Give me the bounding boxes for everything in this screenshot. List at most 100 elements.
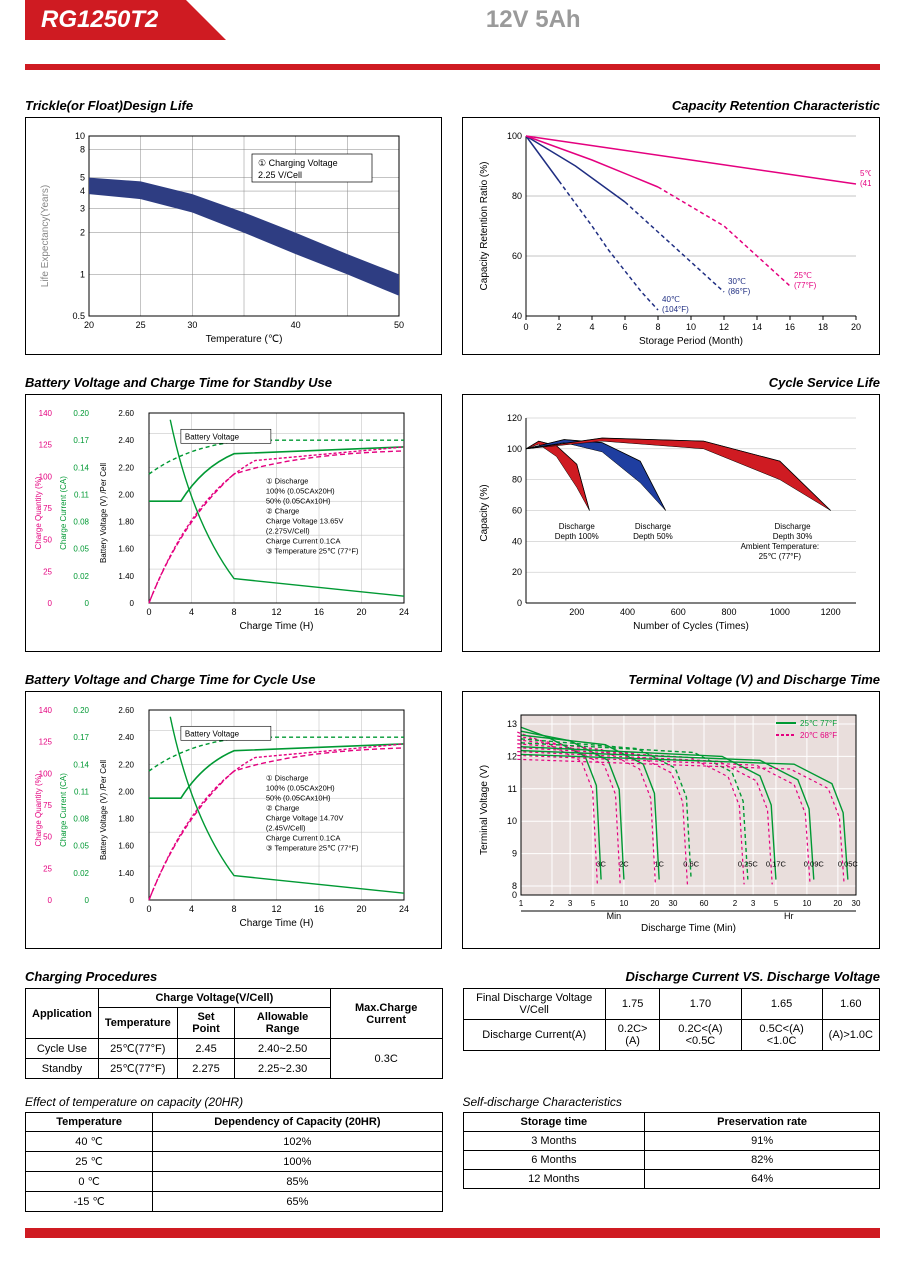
svg-text:10: 10 xyxy=(686,322,696,332)
svg-text:5: 5 xyxy=(80,173,85,183)
svg-text:11: 11 xyxy=(508,784,517,794)
svg-text:24: 24 xyxy=(399,607,409,617)
svg-text:Life Expectancy(Years): Life Expectancy(Years) xyxy=(40,185,51,287)
svg-text:125: 125 xyxy=(39,441,53,450)
table-cell: 25℃(77°F) xyxy=(98,1039,177,1059)
svg-text:200: 200 xyxy=(569,607,584,617)
svg-text:1.60: 1.60 xyxy=(118,842,134,851)
svg-text:Discharge: Discharge xyxy=(775,522,812,531)
svg-text:0: 0 xyxy=(130,896,135,905)
svg-text:4: 4 xyxy=(80,186,85,196)
svg-text:1.60: 1.60 xyxy=(118,545,134,554)
svg-text:Discharge Time (Min): Discharge Time (Min) xyxy=(641,923,736,934)
svg-text:6: 6 xyxy=(622,322,627,332)
svg-text:0.09C: 0.09C xyxy=(804,860,825,869)
svg-text:Charge Current 0.1CA: Charge Current 0.1CA xyxy=(266,834,341,843)
svg-text:25℃ (77°F): 25℃ (77°F) xyxy=(759,552,802,561)
table-cell: Cycle Use xyxy=(26,1039,99,1059)
svg-text:100% (0.05CAx20H): 100% (0.05CAx20H) xyxy=(266,784,335,793)
svg-text:0.25C: 0.25C xyxy=(738,860,759,869)
table-cell: 2.25~2.30 xyxy=(235,1059,330,1079)
svg-text:0: 0 xyxy=(146,607,151,617)
table2-title: Discharge Current VS. Discharge Voltage xyxy=(463,969,881,984)
svg-text:1: 1 xyxy=(80,269,85,279)
svg-text:40℃: 40℃ xyxy=(662,295,680,304)
svg-text:12: 12 xyxy=(271,607,281,617)
svg-text:8: 8 xyxy=(655,322,660,332)
svg-text:② Charge: ② Charge xyxy=(266,507,299,516)
svg-text:8: 8 xyxy=(231,904,236,914)
svg-text:25: 25 xyxy=(43,567,52,576)
svg-text:25℃: 25℃ xyxy=(794,271,812,280)
svg-text:Charge Time (H): Charge Time (H) xyxy=(240,918,314,929)
svg-text:Depth 30%: Depth 30% xyxy=(773,532,813,541)
svg-text:0: 0 xyxy=(130,599,135,608)
svg-text:① Discharge: ① Discharge xyxy=(266,477,309,486)
th: Temperature xyxy=(26,1113,153,1132)
spec-text: 12V 5Ah xyxy=(186,0,880,40)
temp-capacity-table: TemperatureDependency of Capacity (20HR)… xyxy=(25,1112,443,1212)
svg-text:Min: Min xyxy=(607,911,622,921)
chart5: 04812162024025507510012514000.020.050.08… xyxy=(25,691,442,949)
svg-text:12: 12 xyxy=(719,322,729,332)
svg-text:140: 140 xyxy=(39,409,53,418)
svg-text:2: 2 xyxy=(733,899,738,908)
svg-text:Capacity Retention Ratio (%): Capacity Retention Ratio (%) xyxy=(479,162,490,291)
svg-text:3: 3 xyxy=(80,203,85,213)
svg-text:30℃: 30℃ xyxy=(728,277,746,286)
svg-text:10: 10 xyxy=(619,899,628,908)
svg-text:Terminal Voltage (V): Terminal Voltage (V) xyxy=(479,765,490,855)
svg-text:12: 12 xyxy=(271,904,281,914)
table-cell: 1.75 xyxy=(605,989,659,1020)
table1-title: Charging Procedures xyxy=(25,969,443,984)
table-cell: Final Discharge Voltage V/Cell xyxy=(463,989,605,1020)
svg-text:24: 24 xyxy=(399,904,409,914)
svg-text:2.00: 2.00 xyxy=(118,490,134,499)
svg-text:100: 100 xyxy=(507,131,522,141)
svg-text:(41°F): (41°F) xyxy=(860,179,871,188)
svg-text:30: 30 xyxy=(669,899,678,908)
svg-text:10: 10 xyxy=(75,131,85,141)
table-cell: 25℃(77°F) xyxy=(98,1059,177,1079)
charging-procedures-table: Application Charge Voltage(V/Cell) Max.C… xyxy=(25,988,443,1079)
svg-text:1: 1 xyxy=(519,899,524,908)
table-cell: 0.5C<(A)<1.0C xyxy=(741,1020,822,1051)
svg-text:0.05: 0.05 xyxy=(73,842,89,851)
svg-text:2.40: 2.40 xyxy=(118,436,134,445)
svg-text:30: 30 xyxy=(187,320,197,330)
svg-text:8: 8 xyxy=(80,144,85,154)
svg-text:③ Temperature 25℃ (77°F): ③ Temperature 25℃ (77°F) xyxy=(266,547,359,556)
svg-text:50: 50 xyxy=(43,833,52,842)
svg-text:20: 20 xyxy=(512,567,522,577)
th: Storage time xyxy=(463,1113,645,1132)
table-cell: -15 ℃ xyxy=(26,1192,153,1212)
svg-text:Charge Quantity (%): Charge Quantity (%) xyxy=(34,476,43,549)
svg-text:0: 0 xyxy=(85,599,90,608)
chart3-title: Battery Voltage and Charge Time for Stan… xyxy=(25,375,442,390)
svg-text:20: 20 xyxy=(84,320,94,330)
svg-text:0.08: 0.08 xyxy=(73,518,89,527)
svg-text:2: 2 xyxy=(80,228,85,238)
svg-text:0.08: 0.08 xyxy=(73,815,89,824)
svg-text:16: 16 xyxy=(785,322,795,332)
svg-text:(2.45V/Cell): (2.45V/Cell) xyxy=(266,824,306,833)
svg-text:(86°F): (86°F) xyxy=(728,287,751,296)
svg-text:Battery Voltage: Battery Voltage xyxy=(185,432,240,441)
svg-text:Discharge: Discharge xyxy=(635,522,672,531)
svg-text:3C: 3C xyxy=(596,860,606,869)
table-cell: 82% xyxy=(645,1151,880,1170)
svg-text:Battery Voltage: Battery Voltage xyxy=(185,729,240,738)
svg-text:2.00: 2.00 xyxy=(118,787,134,796)
svg-text:50% (0.05CAx10H): 50% (0.05CAx10H) xyxy=(266,497,331,506)
chart1: 0.5123458102025304050Life Expectancy(Yea… xyxy=(25,117,442,355)
th: Preservation rate xyxy=(645,1113,880,1132)
svg-text:20: 20 xyxy=(851,322,861,332)
svg-text:600: 600 xyxy=(671,607,686,617)
svg-text:Depth 50%: Depth 50% xyxy=(633,532,673,541)
svg-text:Charge Current 0.1CA: Charge Current 0.1CA xyxy=(266,537,341,546)
svg-text:16: 16 xyxy=(314,607,324,617)
footer-bar xyxy=(25,1228,880,1238)
svg-text:40: 40 xyxy=(291,320,301,330)
svg-text:1C: 1C xyxy=(654,860,664,869)
svg-text:800: 800 xyxy=(722,607,737,617)
